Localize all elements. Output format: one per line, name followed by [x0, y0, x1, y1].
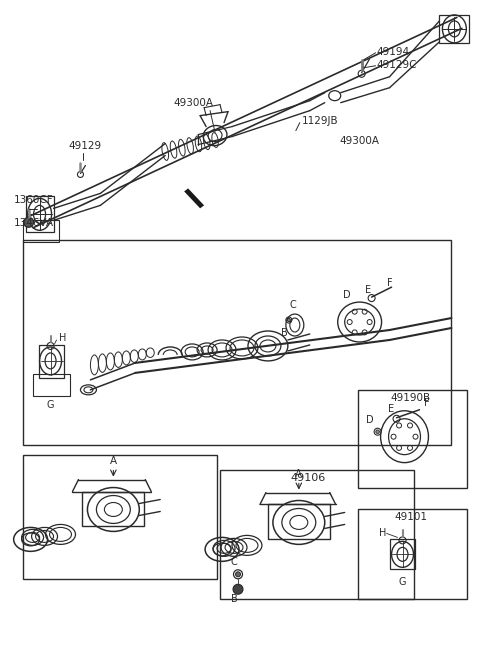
- Text: F: F: [424, 398, 429, 408]
- Text: H: H: [379, 528, 386, 538]
- Text: F: F: [387, 278, 392, 288]
- Text: G: G: [399, 577, 406, 587]
- Circle shape: [288, 318, 290, 322]
- Circle shape: [376, 430, 379, 434]
- Text: G: G: [47, 400, 54, 410]
- Bar: [23, 220, 59, 242]
- Text: 49129: 49129: [69, 140, 102, 150]
- Bar: [358, 510, 468, 599]
- Text: 49194: 49194: [377, 47, 410, 57]
- Text: 49300A: 49300A: [340, 136, 380, 146]
- Text: B: B: [231, 594, 238, 604]
- Text: E: E: [388, 404, 395, 414]
- Text: C: C: [289, 300, 296, 310]
- Bar: [25, 197, 54, 232]
- Text: B: B: [281, 328, 288, 338]
- Text: C: C: [231, 557, 238, 567]
- Circle shape: [236, 572, 240, 577]
- Bar: [23, 455, 217, 579]
- Text: D: D: [343, 290, 350, 300]
- Text: H: H: [59, 333, 66, 343]
- Text: 49190B: 49190B: [390, 393, 431, 402]
- Text: 49106: 49106: [290, 473, 325, 483]
- Bar: [358, 390, 468, 487]
- Text: E: E: [365, 285, 371, 295]
- Text: 1346VA: 1346VA: [13, 218, 54, 228]
- Bar: [390, 540, 416, 569]
- Polygon shape: [184, 189, 204, 209]
- Text: 1129JB: 1129JB: [302, 116, 338, 126]
- Bar: [439, 15, 469, 43]
- Text: 1360CF: 1360CF: [13, 195, 53, 205]
- Text: A: A: [295, 469, 302, 479]
- Text: D: D: [366, 414, 373, 425]
- Bar: [23, 240, 451, 445]
- Bar: [220, 469, 415, 599]
- Bar: [268, 504, 330, 540]
- Bar: [38, 345, 63, 378]
- Text: 49101: 49101: [394, 512, 427, 522]
- Bar: [83, 491, 144, 526]
- Text: 49300A: 49300A: [173, 98, 213, 108]
- Text: A: A: [110, 455, 117, 465]
- Circle shape: [233, 585, 243, 594]
- Circle shape: [24, 217, 34, 227]
- Text: 49129C: 49129C: [377, 60, 417, 70]
- Bar: [33, 374, 71, 396]
